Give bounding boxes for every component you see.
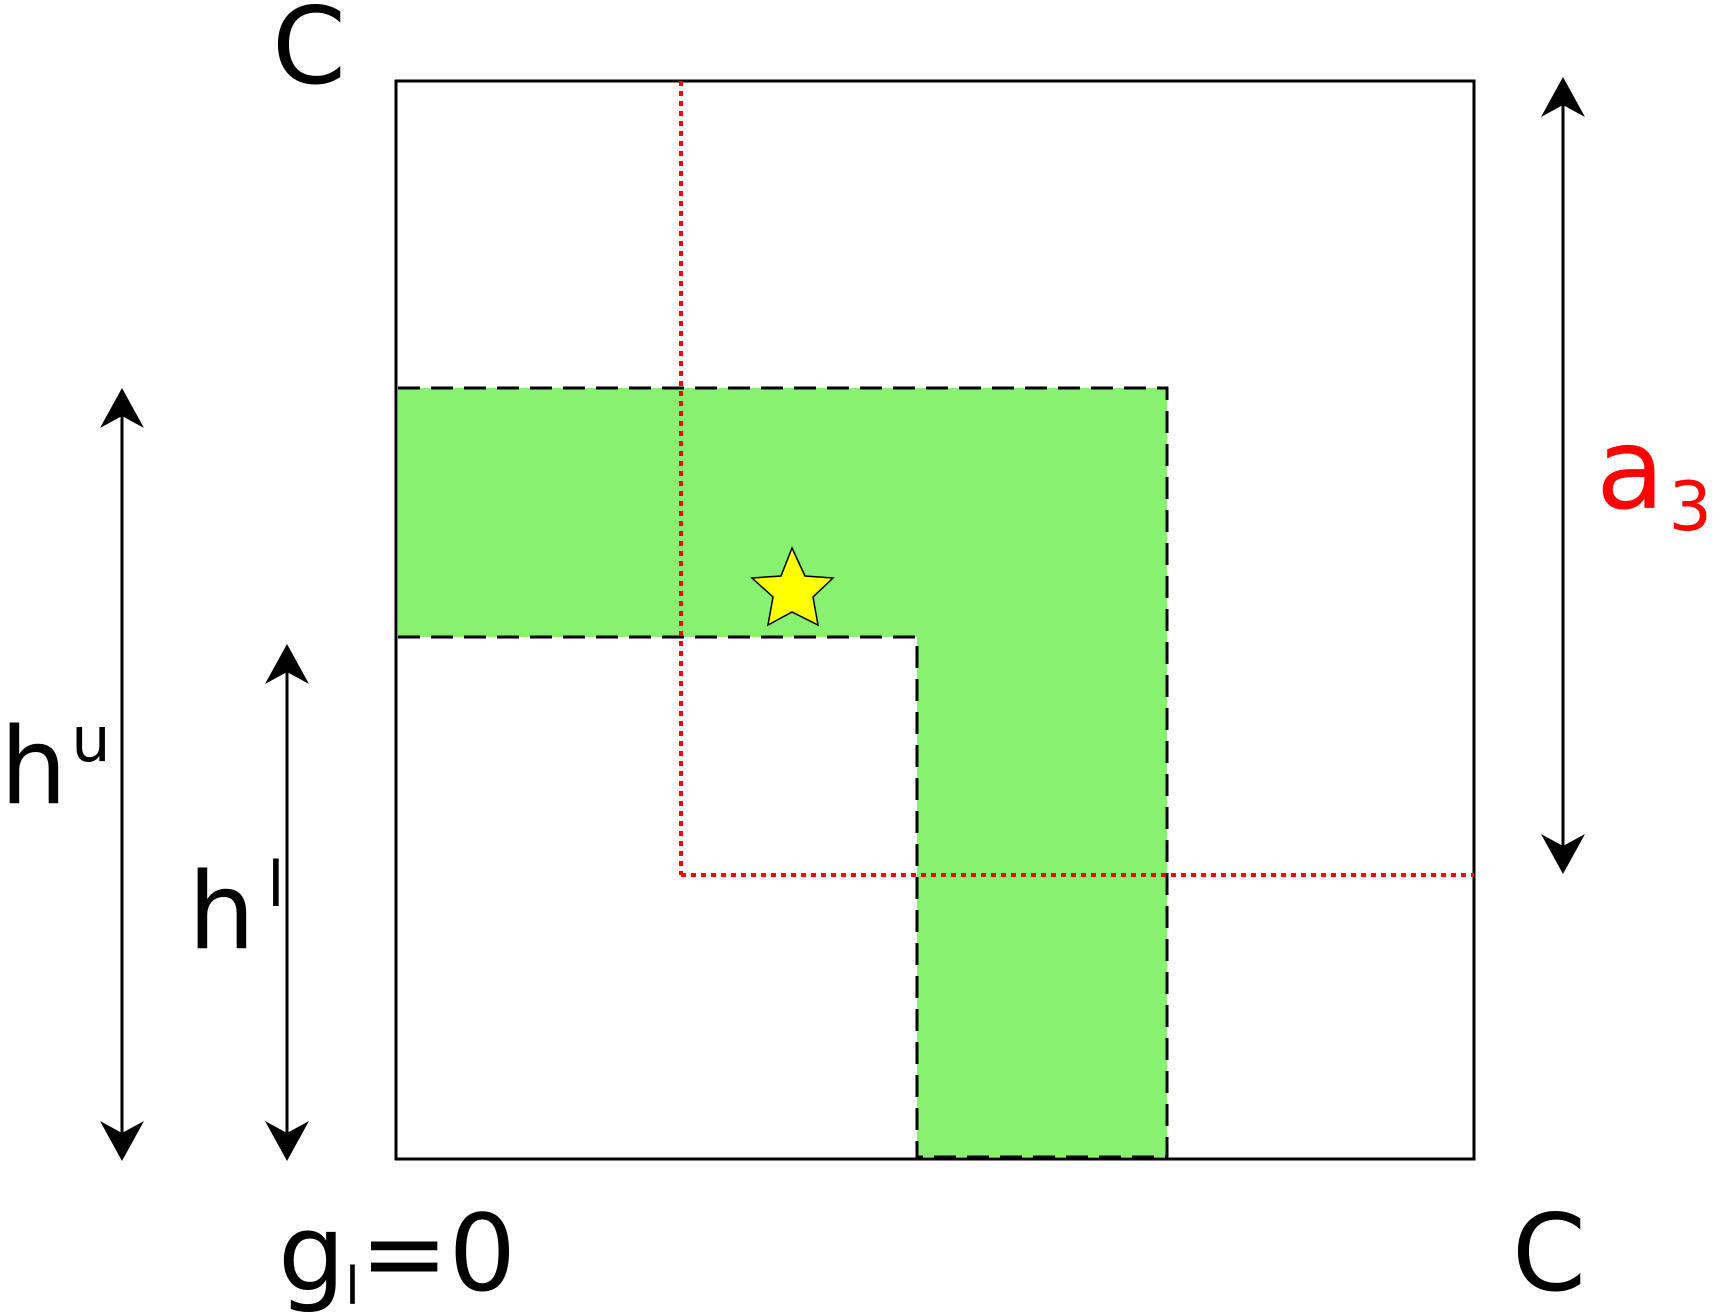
hu-superscript: u: [71, 703, 110, 776]
label-h-u: hu: [0, 703, 110, 828]
a3-subscript: 3: [1669, 468, 1712, 547]
g-base: g: [278, 1192, 345, 1312]
label-a3: a3: [1596, 405, 1712, 547]
label-bottom-right-c: C: [1512, 1192, 1586, 1312]
hl-superscript: l: [267, 848, 284, 921]
hl-base: h: [188, 850, 255, 973]
g-subscript: l: [345, 1257, 359, 1312]
green-region: [398, 388, 1167, 1157]
hu-base: h: [0, 705, 67, 828]
a3-base: a: [1596, 405, 1665, 535]
label-top-left-c: C: [272, 0, 346, 108]
label-g-l-equals-zero: gl=0: [278, 1192, 516, 1312]
g-equals-zero: =0: [360, 1192, 516, 1312]
